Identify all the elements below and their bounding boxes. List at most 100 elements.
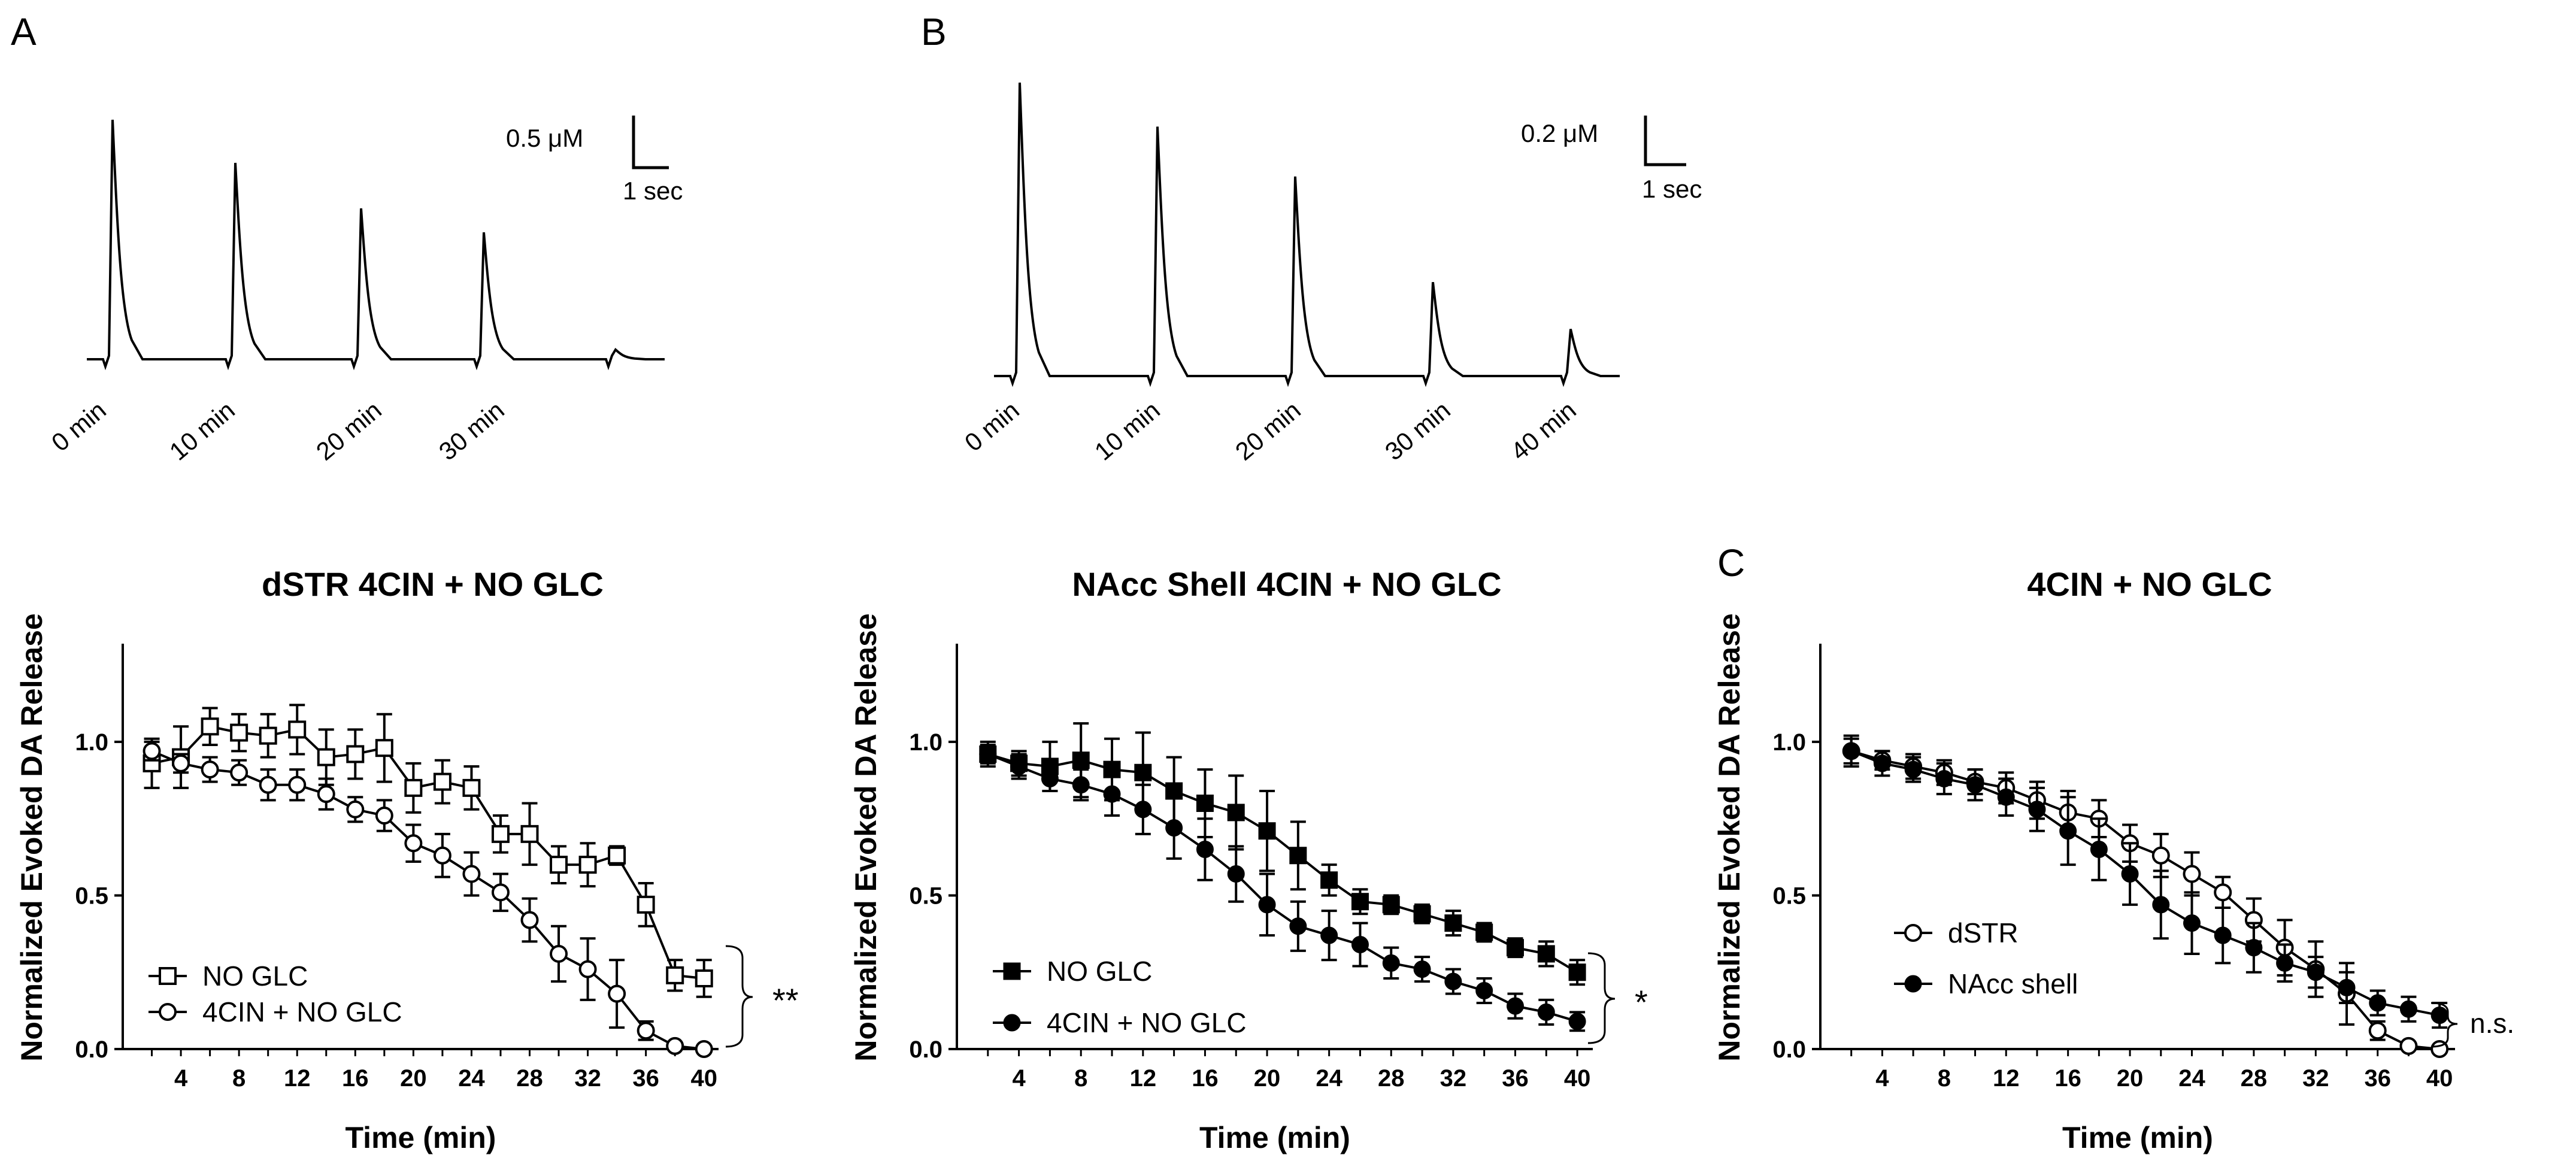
trace-panel-b: 0.2 μM 1 sec 0 min 10 min 20 min 30 min 40 m…	[959, 82, 1702, 466]
data-point	[1382, 954, 1400, 972]
x-tick-label: 40	[1564, 1065, 1591, 1092]
data-point	[1351, 936, 1369, 954]
legend-label: 4CIN + NO GLC	[202, 996, 402, 1028]
y-tick-label: 1.0	[75, 729, 108, 756]
data-point	[1041, 769, 1059, 787]
data-point	[346, 800, 365, 819]
data-point	[1320, 871, 1338, 889]
sig-label-c: n.s.	[2470, 1008, 2514, 1039]
trace-b-time-labels: 0 min 10 min 20 min 30 min 40 min	[959, 396, 1581, 466]
legend-label: 4CIN + NO GLC	[1047, 1007, 1247, 1038]
x-tick-label: 24	[1316, 1065, 1342, 1092]
chart-title: dSTR 4CIN + NO GLC	[262, 565, 604, 603]
x-tick-label: 16	[342, 1065, 369, 1092]
data-point	[637, 1022, 655, 1040]
scalebar-a: 0.5 μM 1 sec	[506, 116, 683, 205]
y-tick-label: 0.5	[1772, 883, 1806, 909]
data-point	[2151, 846, 2170, 865]
data-point	[433, 772, 451, 791]
data-point	[259, 726, 277, 745]
x-tick-label: 4	[1875, 1065, 1889, 1092]
y-tick-label: 1.0	[909, 729, 942, 756]
x-tick-label: 32	[574, 1065, 601, 1092]
data-point	[433, 846, 451, 865]
data-point	[1537, 945, 1555, 963]
scalebar-b-y-label: 0.2 μM	[1521, 119, 1598, 147]
data-point	[1134, 801, 1152, 819]
data-point	[1904, 760, 1922, 778]
x-axis-label: Time (min)	[2062, 1121, 2213, 1154]
x-tick-label: 4	[1012, 1065, 1026, 1092]
sig-bracket-b-line	[1587, 952, 1616, 1044]
legend-marker	[1904, 924, 1922, 942]
data-point	[695, 1040, 713, 1058]
data-point	[2028, 801, 2046, 819]
x-tick-label: 28	[1378, 1065, 1405, 1092]
x-tick-label: 16	[2054, 1065, 2081, 1092]
x-tick-label: 36	[2364, 1065, 2391, 1092]
x-tick-label: 12	[1993, 1065, 2020, 1092]
trace-panel-a: 0.5 μM 1 sec 0 min 10 min 20 min 30 min	[46, 116, 683, 466]
data-point	[462, 778, 481, 797]
data-point	[404, 778, 423, 797]
x-tick-label: 36	[632, 1065, 659, 1092]
sig-label-b: *	[1635, 983, 1648, 1021]
data-point	[2276, 954, 2294, 972]
x-tick-label: 8	[232, 1065, 246, 1092]
data-point	[462, 865, 481, 883]
legend-marker	[1003, 1014, 1021, 1032]
y-axis-label: Normalized Evoked DA Release	[15, 613, 49, 1061]
data-point	[1165, 819, 1183, 837]
data-point	[1382, 896, 1400, 914]
panel-letter-c: C	[1717, 541, 1745, 584]
data-point	[1444, 972, 1462, 990]
data-point	[2121, 865, 2139, 883]
x-axis-label: Time (min)	[346, 1121, 496, 1154]
data-point	[1227, 865, 1245, 883]
data-point	[1966, 776, 1984, 794]
data-point	[1196, 841, 1214, 858]
legend-label: NO GLC	[202, 960, 308, 992]
data-point	[1475, 923, 1493, 941]
data-point	[1289, 847, 1307, 865]
series-line	[1850, 750, 2440, 1017]
data-point	[1506, 939, 1524, 957]
data-point	[637, 895, 655, 914]
legend-label: NAcc shell	[1948, 968, 2078, 999]
sig-bracket-c: n.s.	[2430, 1002, 2514, 1048]
y-tick-label: 0.5	[909, 883, 942, 909]
data-point	[1289, 917, 1307, 935]
data-point	[578, 856, 597, 874]
x-tick-label: 32	[1440, 1065, 1467, 1092]
data-point	[1444, 914, 1462, 932]
data-point	[2368, 1022, 2387, 1040]
sig-bracket-a: **	[725, 945, 799, 1048]
data-point	[1010, 757, 1028, 775]
x-tick-label: 28	[516, 1065, 543, 1092]
scalebar-a-y-label: 0.5 μM	[506, 124, 583, 152]
data-point	[2183, 914, 2201, 932]
scalebar-a-lines	[632, 116, 669, 169]
series-line	[1851, 750, 2440, 1050]
panel-letter-b: B	[921, 10, 947, 53]
x-tick-label: 40	[2426, 1065, 2453, 1092]
trace-time-label: 20 min	[311, 396, 387, 466]
data-point	[491, 883, 510, 902]
trace-time-label: 30 min	[434, 396, 510, 466]
x-tick-label: 24	[458, 1065, 485, 1092]
data-point	[1196, 795, 1214, 813]
scalebar-b: 0.2 μM 1 sec	[1521, 116, 1702, 203]
trace-b-line	[994, 82, 1620, 387]
data-point	[1537, 1003, 1555, 1021]
data-point	[1134, 763, 1152, 781]
data-point	[317, 748, 335, 766]
data-point	[1320, 926, 1338, 944]
trace-time-label: 0 min	[959, 396, 1025, 457]
data-point	[2183, 865, 2201, 883]
data-point	[1568, 1013, 1586, 1030]
legend-marker	[159, 967, 177, 985]
data-point	[520, 825, 539, 843]
y-tick-label: 1.0	[1772, 729, 1806, 756]
y-axis-label: Normalized Evoked DA Release	[1713, 613, 1746, 1061]
x-tick-label: 12	[284, 1065, 311, 1092]
